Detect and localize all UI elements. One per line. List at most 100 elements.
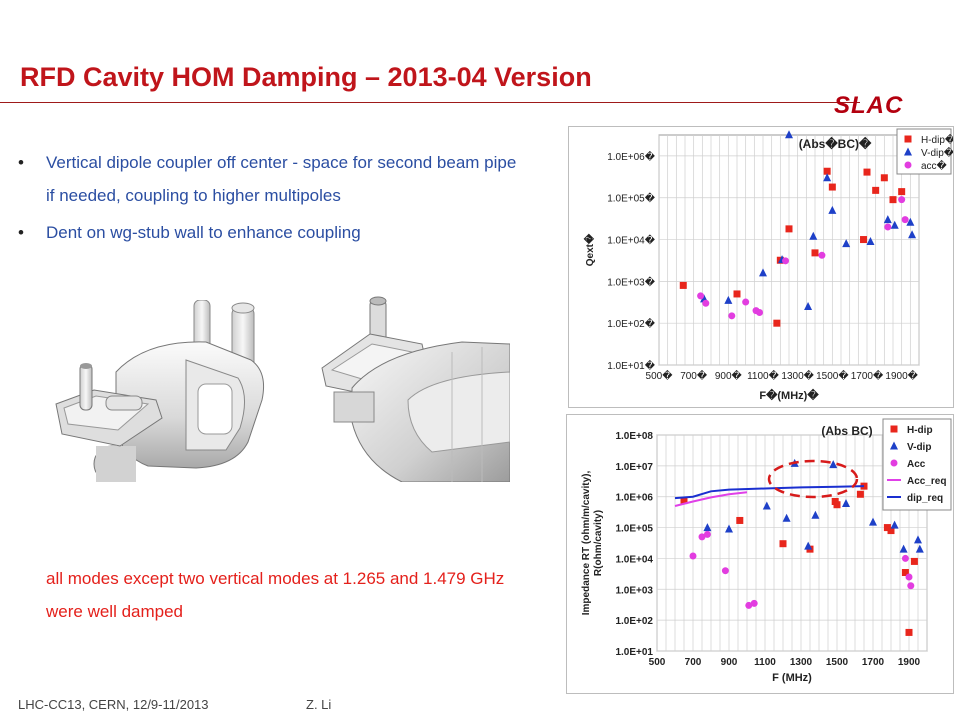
x-tick-label: 1100�: [747, 369, 780, 382]
slac-logo: SLAC: [834, 92, 904, 119]
v-dip-point: [915, 544, 924, 553]
acc-point: [728, 312, 736, 320]
acc-point: [697, 292, 705, 300]
x-tick-label: 900: [721, 657, 738, 668]
y-tick-label: 1.0E+05: [615, 524, 653, 535]
v-dip-point: [782, 513, 791, 522]
v-dip-point: [809, 231, 818, 240]
y-tick-label: 1.0E+01: [615, 647, 653, 658]
h-dip-point: [883, 524, 891, 532]
bullet-marker: •: [18, 153, 24, 172]
acc-point: [818, 251, 826, 259]
x-axis-label: F (MHz): [772, 672, 812, 684]
slide-title: RFD Cavity HOM Damping – 2013-04 Version: [20, 62, 592, 92]
x-tick-label: 1900�: [885, 369, 918, 382]
v-dip-point: [842, 239, 851, 248]
v-dip-point: [890, 220, 899, 229]
v-dip-point: [866, 236, 875, 245]
h-dip-point: [679, 281, 687, 289]
qext-chart-svg: 1.0E+01� 1.0E+02� 1.0E+03� 1.0E+04� 1.0E+05�…: [583, 128, 956, 402]
v-dip-point: [906, 217, 915, 226]
bullet-item: • Vertical dipole coupler off center - sp…: [18, 146, 528, 212]
x-tick-label: 1500�: [816, 369, 849, 382]
x-tick-label: 700�: [680, 369, 708, 382]
damping-note: all modes except two vertical modes at 1…: [46, 569, 505, 621]
legend-label: acc�: [921, 159, 948, 172]
x-tick-label: 1700: [862, 657, 885, 668]
legend-label: V-dip: [907, 442, 931, 453]
v-dip-point: [904, 147, 912, 156]
x-tick-label: 1300�: [781, 369, 814, 382]
y-tick-label: 1.0E+01�: [607, 359, 656, 372]
v-dip-point: [890, 520, 899, 529]
h-dip-point: [904, 135, 912, 143]
h-dip-point: [890, 425, 898, 433]
v-dip-point: [703, 523, 712, 532]
y-tick-label: 1.0E+08: [615, 431, 653, 442]
v-dip-point: [804, 302, 813, 311]
cavity-render-2: [312, 292, 510, 482]
y-tick-label: 1.0E+06: [615, 493, 653, 504]
acc-point: [907, 582, 915, 590]
x-tick-label: 700: [685, 657, 702, 668]
acc-point: [884, 223, 892, 231]
highlight-ellipse: [767, 459, 859, 499]
acc-point: [745, 601, 753, 609]
v-dip-point: [725, 524, 733, 533]
acc-point: [756, 309, 764, 317]
legend-label: dip_req: [907, 493, 943, 504]
series-v-dip: [703, 458, 924, 553]
qext-chart: 1.0E+01� 1.0E+02� 1.0E+03� 1.0E+04� 1.0E+05�…: [568, 126, 956, 408]
impedance-chart: 1.0E+01 1.0E+02 1.0E+03 1.0E+04 1.0E+05 1.0E+…: [566, 414, 954, 694]
v-dip-point: [908, 230, 917, 239]
acc-point: [904, 161, 912, 169]
title-divider: [0, 102, 860, 103]
acc-point: [905, 573, 913, 581]
y-axis-label: Qext�: [583, 233, 596, 266]
h-dip-point: [811, 249, 819, 257]
v-dip-point: [804, 541, 813, 550]
y-tick-label: 1.0E+02�: [607, 317, 656, 330]
h-dip-point: [889, 196, 897, 204]
y-tick-label: 1.0E+03�: [607, 275, 656, 288]
y-tick-label: 1.0E+07: [615, 462, 653, 473]
series-line: [674, 491, 748, 507]
x-tick-label: 1300: [790, 657, 813, 668]
series-acc_req: [674, 491, 748, 507]
acc-point: [898, 196, 906, 204]
h-dip-point: [736, 516, 744, 524]
acc-point: [689, 552, 697, 560]
h-dip-point: [833, 501, 841, 509]
series-acc: [689, 530, 915, 609]
legend: H-dip�V-dip�acc�: [896, 128, 956, 175]
v-dip-point: [724, 295, 733, 304]
acc-point: [703, 530, 711, 538]
x-tick-label: 1100: [754, 657, 776, 668]
acc-point: [742, 298, 750, 306]
series-line: [674, 485, 865, 500]
chart-title: (Abs BC): [821, 424, 872, 438]
impedance-chart-svg: 1.0E+01 1.0E+02 1.0E+03 1.0E+04 1.0E+05 1.0E+…: [581, 418, 952, 684]
y-tick-label: 1.0E+03: [615, 585, 653, 596]
v-dip-point: [842, 499, 850, 508]
footer-event: LHC-CC13, CERN, 12/9-11/2013: [18, 697, 209, 712]
y-tick-label: 1.0E+04�: [607, 234, 656, 247]
y-axis-label: Impedance RT (ohm/m/cavity),R(ohm/cavity…: [581, 471, 604, 616]
v-dip-point: [914, 535, 922, 544]
legend-label: H-dip�: [921, 133, 953, 146]
bullet-text: Dent on wg-stub wall to enhance coupling: [46, 223, 361, 242]
h-dip-point: [901, 568, 909, 576]
h-dip-point: [910, 557, 918, 565]
cavity-render-1: [36, 300, 300, 482]
v-dip-point: [762, 501, 771, 510]
x-tick-label: 500: [649, 657, 666, 668]
v-dip-point: [828, 205, 837, 214]
y-tick-label: 1.0E+02: [615, 616, 653, 627]
x-tick-label: 500�: [646, 369, 674, 382]
legend-label: Acc_req: [907, 476, 946, 487]
h-dip-point: [863, 168, 871, 176]
acc-point: [782, 257, 790, 265]
legend-label: Acc: [907, 459, 926, 470]
v-dip-point: [811, 510, 820, 519]
y-tick-label: 1.0E+06�: [607, 150, 656, 163]
